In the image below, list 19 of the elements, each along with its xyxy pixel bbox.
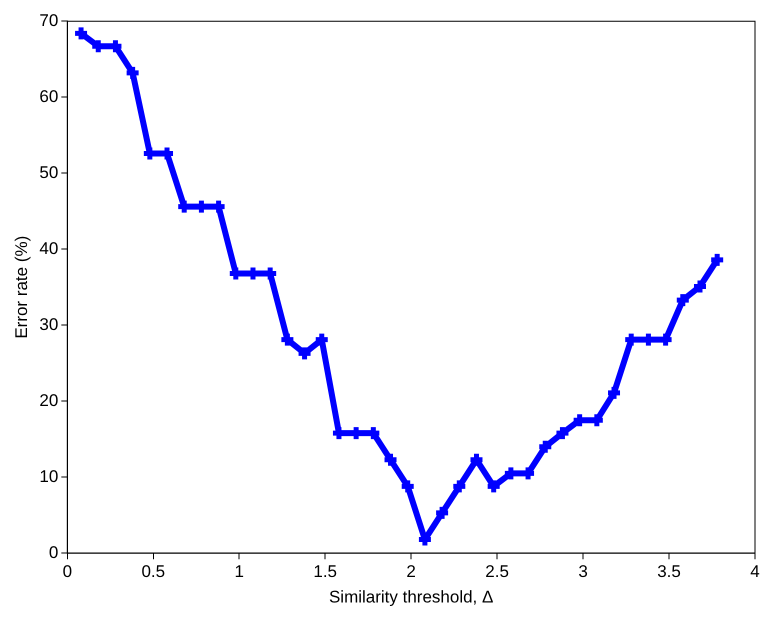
y-tick-label: 50	[39, 162, 58, 182]
x-tick-label: 2	[406, 562, 416, 582]
y-tick-label: 70	[39, 10, 58, 30]
x-tick-label: 0	[62, 562, 72, 582]
x-tick-label: 1.5	[313, 562, 338, 582]
y-axis-title: Error rate (%)	[12, 236, 31, 339]
y-tick-label: 0	[48, 542, 58, 562]
x-tick-label: 3.5	[657, 562, 681, 582]
y-tick-label: 40	[39, 238, 58, 258]
x-tick-label: 4	[750, 562, 760, 582]
x-tick-label: 3	[578, 562, 588, 582]
y-tick-label: 10	[39, 466, 58, 486]
x-tick-label: 1	[234, 562, 244, 582]
x-tick-label: 2.5	[485, 562, 509, 582]
y-tick-label: 20	[39, 390, 58, 410]
x-axis-title: Similarity threshold, Δ	[328, 587, 494, 606]
y-tick-label: 30	[39, 314, 58, 334]
y-tick-label: 60	[39, 86, 58, 106]
x-tick-label: 0.5	[141, 562, 166, 582]
